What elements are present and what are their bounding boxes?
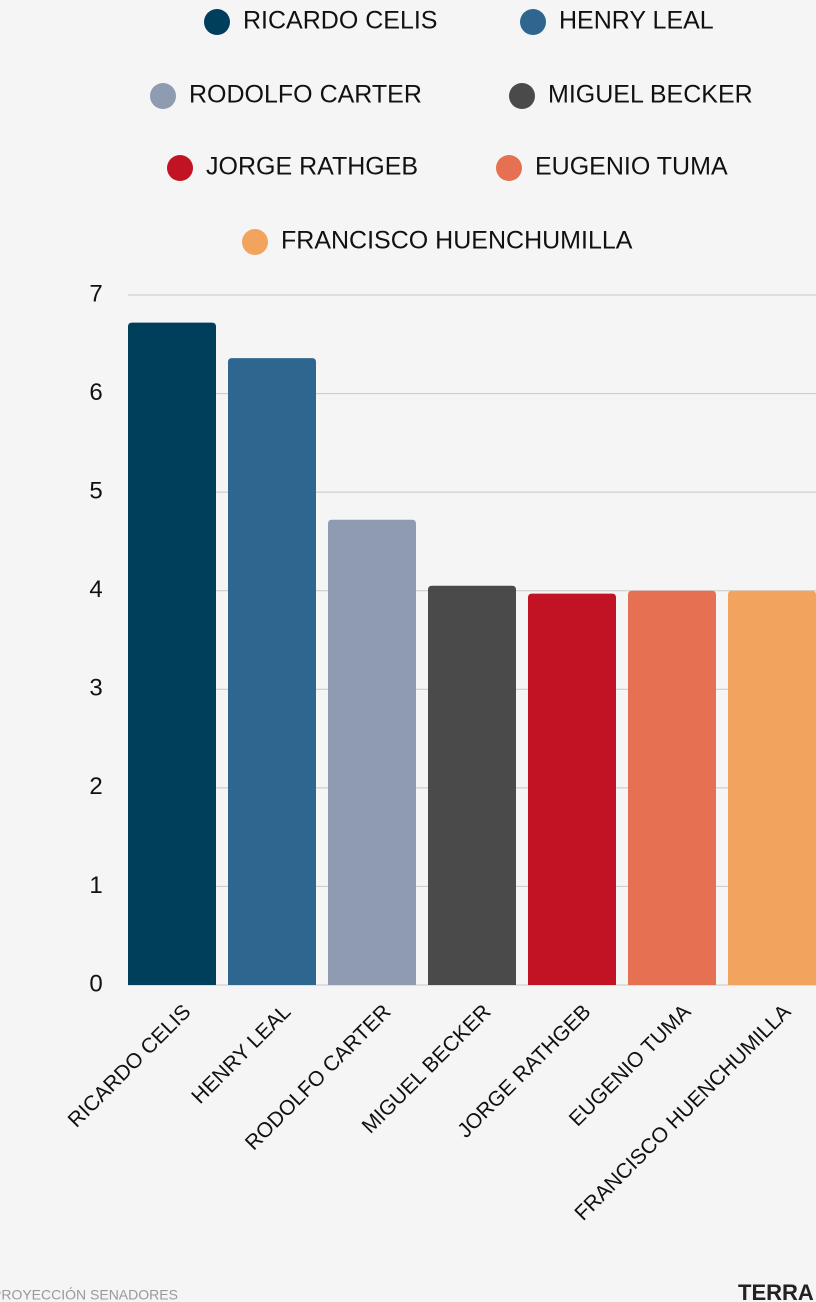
- y-tick-label: 7: [89, 280, 102, 307]
- legend-swatch: [496, 155, 522, 181]
- legend-label: FRANCISCO HUENCHUMILLA: [281, 227, 633, 255]
- y-tick-label: 4: [89, 576, 102, 603]
- legend-swatch: [150, 83, 176, 109]
- y-tick-label: 3: [89, 675, 102, 702]
- legend-label: HENRY LEAL: [559, 7, 714, 35]
- logo-text: TERRA: [738, 1280, 814, 1302]
- legend-swatch: [167, 155, 193, 181]
- bar: [528, 593, 616, 985]
- legend-label: RICARDO CELIS: [243, 7, 437, 35]
- bar: [628, 590, 716, 985]
- y-tick-label: 1: [89, 872, 102, 899]
- bar: [328, 519, 416, 985]
- legend-swatch: [242, 229, 268, 255]
- y-tick-label: 6: [89, 379, 102, 406]
- bar: [128, 322, 216, 986]
- footer-text: PROYECCIÓN SENADORES: [0, 1287, 178, 1302]
- bar: [228, 358, 316, 986]
- bar: [428, 585, 516, 985]
- y-tick-label: 2: [89, 773, 102, 800]
- legend-swatch: [204, 9, 230, 35]
- x-tick-label: RICARDO CELIS: [64, 1000, 196, 1132]
- legend-label: JORGE RATHGEB: [206, 153, 418, 181]
- legend-label: RODOLFO CARTER: [189, 81, 422, 109]
- y-tick-label: 0: [89, 970, 102, 997]
- legend-swatch: [520, 9, 546, 35]
- legend-label: EUGENIO TUMA: [535, 153, 728, 181]
- x-tick-label: FRANCISCO HUENCHUMILLA: [570, 1000, 795, 1225]
- x-tick-label: HENRY LEAL: [187, 1000, 295, 1108]
- legend-swatch: [509, 83, 535, 109]
- y-tick-label: 5: [89, 477, 102, 504]
- legend-label: MIGUEL BECKER: [548, 81, 753, 109]
- bar: [728, 590, 816, 985]
